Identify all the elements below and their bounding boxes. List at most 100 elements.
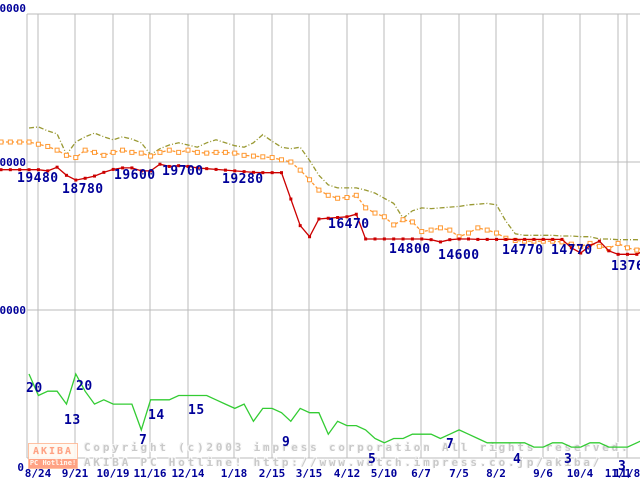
marker-lowest_price_red: [0, 168, 3, 172]
marker-lowest_price_red: [111, 167, 115, 171]
marker-lowest_price_red: [139, 169, 143, 173]
marker-average_price_orange: [92, 149, 97, 155]
marker-lowest_price_red: [467, 237, 470, 241]
marker-average_price_orange: [578, 243, 584, 249]
marker-lowest_price_red: [233, 169, 237, 173]
x-axis-tick-label: 2/15: [259, 467, 286, 480]
logo-pc-hotline-text: PC Hotline!: [29, 459, 77, 468]
marker-lowest_price_red: [616, 252, 620, 256]
copyright-line-1: Copyright (c)2003 impress corporation Al…: [84, 441, 631, 454]
price-data-label: 19480: [17, 171, 59, 186]
marker-average_price_orange: [82, 147, 88, 153]
marker-lowest_price_red: [588, 244, 592, 248]
marker-lowest_price_red: [186, 164, 190, 168]
price-data-label: 19700: [162, 164, 204, 179]
marker-average_price_orange: [372, 210, 378, 216]
marker-average_price_orange: [222, 149, 228, 155]
marker-lowest_price_red: [560, 237, 564, 241]
marker-average_price_orange: [241, 152, 247, 158]
x-axis-tick-label: 10/19: [96, 467, 129, 480]
count-data-label: 9: [282, 435, 290, 450]
x-axis-tick-label: 3/15: [296, 467, 323, 480]
marker-average_price_orange: [17, 139, 23, 145]
marker-average_price_orange: [120, 147, 126, 153]
x-axis-tick-label: 4/12: [334, 467, 361, 480]
price-data-label: 18780: [62, 182, 104, 197]
marker-average_price_orange: [148, 153, 154, 159]
marker-lowest_price_red: [504, 237, 508, 241]
marker-lowest_price_red: [420, 237, 424, 241]
marker-lowest_price_red: [130, 166, 134, 170]
marker-lowest_price_red: [625, 252, 629, 256]
marker-average_price_orange: [634, 247, 640, 253]
x-axis-tick-label: 12/14: [171, 467, 204, 480]
marker-lowest_price_red: [438, 240, 442, 244]
marker-lowest_price_red: [177, 164, 181, 168]
marker-lowest_price_red: [392, 237, 396, 241]
marker-average_price_orange: [475, 225, 481, 231]
marker-lowest_price_red: [345, 215, 349, 219]
marker-lowest_price_red: [495, 237, 499, 241]
marker-average_price_orange: [344, 195, 350, 201]
marker-average_price_orange: [45, 143, 51, 149]
y-axis-tick-label: 20000: [0, 156, 26, 169]
marker-lowest_price_red: [326, 216, 330, 220]
marker-lowest_price_red: [242, 170, 246, 174]
count-data-label: 20: [76, 379, 93, 394]
marker-lowest_price_red: [289, 197, 293, 201]
marker-average_price_orange: [437, 225, 443, 231]
marker-lowest_price_red: [298, 224, 302, 228]
marker-average_price_orange: [494, 230, 500, 236]
marker-lowest_price_red: [83, 176, 87, 180]
marker-average_price_orange: [288, 159, 294, 165]
marker-lowest_price_red: [551, 237, 555, 241]
marker-lowest_price_red: [270, 171, 274, 175]
series-lowest_price_red: [1, 163, 640, 255]
marker-lowest_price_red: [18, 168, 22, 172]
count-data-label: 13: [64, 413, 81, 428]
x-axis-tick-label: 8/24: [25, 467, 52, 480]
marker-average_price_orange: [250, 153, 256, 159]
marker-lowest_price_red: [597, 239, 601, 243]
marker-average_price_orange: [185, 147, 191, 153]
marker-average_price_orange: [269, 155, 275, 161]
marker-lowest_price_red: [102, 170, 106, 174]
series-highest_price_olive: [28, 126, 640, 241]
marker-average_price_orange: [391, 222, 397, 228]
marker-lowest_price_red: [635, 252, 639, 256]
marker-average_price_orange: [307, 177, 313, 183]
y-axis-tick-label: 0: [17, 461, 24, 474]
marker-average_price_orange: [157, 149, 163, 155]
count-data-label: 7: [139, 433, 147, 448]
marker-average_price_orange: [279, 157, 284, 163]
marker-average_price_orange: [325, 192, 331, 198]
marker-lowest_price_red: [476, 237, 480, 241]
marker-lowest_price_red: [401, 237, 405, 241]
marker-average_price_orange: [0, 139, 4, 145]
marker-lowest_price_red: [251, 170, 255, 174]
marker-average_price_orange: [409, 219, 415, 225]
marker-average_price_orange: [260, 154, 266, 160]
marker-lowest_price_red: [485, 237, 489, 241]
marker-average_price_orange: [26, 139, 32, 145]
marker-lowest_price_red: [457, 237, 461, 241]
price-data-label: 14800: [389, 242, 431, 257]
x-axis-tick-label: 8/2: [486, 467, 506, 480]
marker-average_price_orange: [381, 214, 387, 220]
marker-lowest_price_red: [280, 171, 283, 175]
count-data-label: 20: [26, 381, 43, 396]
price-data-label: 14770: [551, 243, 593, 258]
marker-average_price_orange: [73, 155, 79, 161]
marker-lowest_price_red: [569, 246, 573, 250]
marker-average_price_orange: [466, 230, 471, 236]
price-data-label: 16470: [328, 217, 370, 232]
count-data-label: 14: [148, 408, 165, 423]
marker-lowest_price_red: [579, 251, 583, 255]
marker-average_price_orange: [624, 245, 630, 251]
marker-lowest_price_red: [167, 164, 171, 168]
marker-average_price_orange: [447, 227, 453, 233]
x-axis-tick-label: 9/21: [62, 467, 89, 480]
